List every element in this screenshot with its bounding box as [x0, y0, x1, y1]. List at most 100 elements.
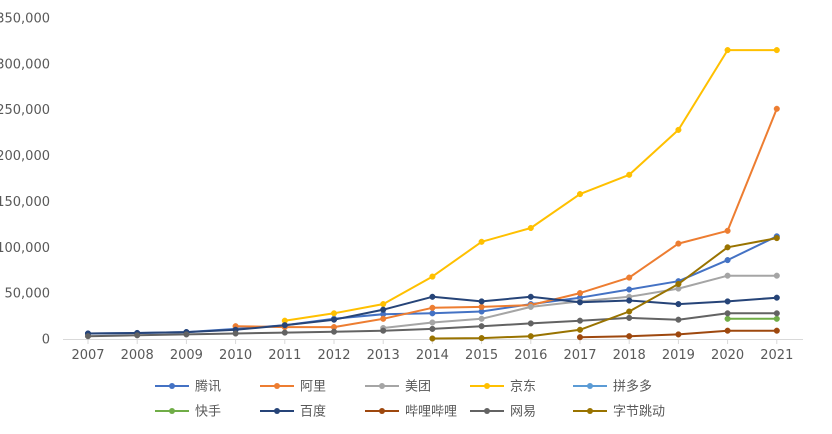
plot-area: [84, 47, 780, 342]
data-point: [626, 314, 633, 321]
data-point: [232, 330, 239, 337]
data-point: [576, 299, 584, 306]
data-point: [429, 325, 436, 332]
data-point: [478, 303, 485, 310]
legend-item: 美团: [365, 380, 431, 395]
x-tick-label: 2014: [416, 348, 449, 363]
data-point: [576, 191, 584, 198]
data-point: [576, 326, 584, 333]
legend-marker: [169, 408, 175, 414]
series-1: [232, 105, 780, 331]
data-point: [675, 316, 682, 323]
series-9: [429, 235, 780, 342]
x-tick-label: 2017: [563, 348, 596, 363]
data-point: [478, 298, 485, 305]
data-point: [773, 235, 780, 242]
data-point: [675, 280, 682, 288]
series-8: [84, 310, 780, 340]
series-line: [284, 49, 777, 322]
legend-label: 百度: [300, 404, 326, 420]
x-tick-label: 2013: [367, 348, 400, 363]
data-point: [773, 327, 780, 334]
data-point: [429, 293, 436, 300]
x-tick-label: 2007: [71, 348, 104, 363]
y-tick-label: 300,000: [0, 57, 50, 72]
y-tick-label: 150,000: [0, 195, 50, 210]
legend-item: 京东: [470, 380, 536, 395]
y-tick-label: 0: [42, 333, 50, 348]
data-point: [626, 274, 633, 281]
legend-label: 腾讯: [195, 379, 221, 395]
data-point: [429, 335, 436, 342]
data-point: [380, 327, 387, 334]
data-point: [380, 306, 387, 313]
series-3: [281, 47, 780, 324]
legend-label: 字节跳动: [613, 405, 665, 420]
y-tick-label: 250,000: [0, 103, 50, 118]
data-point: [675, 331, 682, 338]
y-tick-label: 100,000: [0, 241, 50, 256]
legend-label: 京东: [510, 380, 536, 395]
y-tick-label: 50,000: [5, 287, 51, 302]
x-tick-label: 2015: [465, 348, 498, 363]
data-point: [724, 310, 731, 317]
data-point: [724, 257, 731, 264]
legend-label: 拼多多: [613, 379, 652, 395]
x-tick-label: 2008: [121, 348, 154, 363]
x-tick-label: 2011: [268, 348, 301, 363]
x-tick-label: 2009: [170, 348, 203, 363]
y-tick-label: 200,000: [0, 149, 50, 164]
data-point: [773, 294, 780, 301]
data-point: [724, 227, 731, 234]
legend-marker: [587, 408, 593, 414]
x-tick-label: 2019: [662, 348, 695, 363]
data-point: [478, 335, 485, 342]
series-line: [235, 108, 778, 329]
legend-label: 快手: [195, 405, 221, 420]
data-point: [527, 333, 534, 340]
data-point: [773, 315, 780, 322]
data-point: [478, 323, 485, 330]
series-7: [576, 327, 780, 341]
y-tick-label: 350,000: [0, 12, 50, 27]
data-point: [773, 105, 780, 112]
legend-marker: [274, 383, 280, 389]
legend-marker: [169, 383, 175, 389]
data-point: [429, 273, 436, 280]
data-point: [478, 315, 485, 322]
x-tick-label: 2020: [711, 348, 744, 363]
series-line: [432, 237, 777, 340]
x-axis: 2007 2008 2009 2010 2011 2012 2013 2014 2015 2016…: [63, 339, 803, 363]
data-point: [281, 329, 288, 336]
x-tick-label: 2012: [317, 348, 350, 363]
data-point: [724, 298, 731, 305]
data-point: [527, 303, 534, 310]
legend-marker: [274, 408, 280, 414]
legend-label: 网易: [510, 405, 536, 420]
data-point: [429, 319, 436, 326]
legend-marker: [379, 408, 385, 414]
data-point: [626, 333, 633, 340]
legend-item: 腾讯: [155, 379, 221, 395]
data-point: [527, 320, 534, 327]
data-point: [478, 238, 485, 245]
data-point: [330, 310, 338, 317]
data-point: [84, 333, 92, 340]
data-point: [626, 308, 633, 315]
data-point: [281, 322, 288, 329]
data-point: [773, 310, 780, 317]
data-point: [527, 293, 534, 300]
data-point: [675, 240, 682, 247]
data-point: [626, 171, 633, 178]
data-point: [330, 328, 338, 335]
series-5: [724, 315, 780, 322]
legend-marker: [484, 408, 490, 414]
legend-label: 哔哩哔哩: [405, 405, 457, 420]
data-point: [773, 272, 780, 279]
x-tick-label: 2016: [514, 348, 547, 363]
legend-label: 阿里: [300, 380, 326, 395]
legend-item: 字节跳动: [573, 405, 665, 420]
